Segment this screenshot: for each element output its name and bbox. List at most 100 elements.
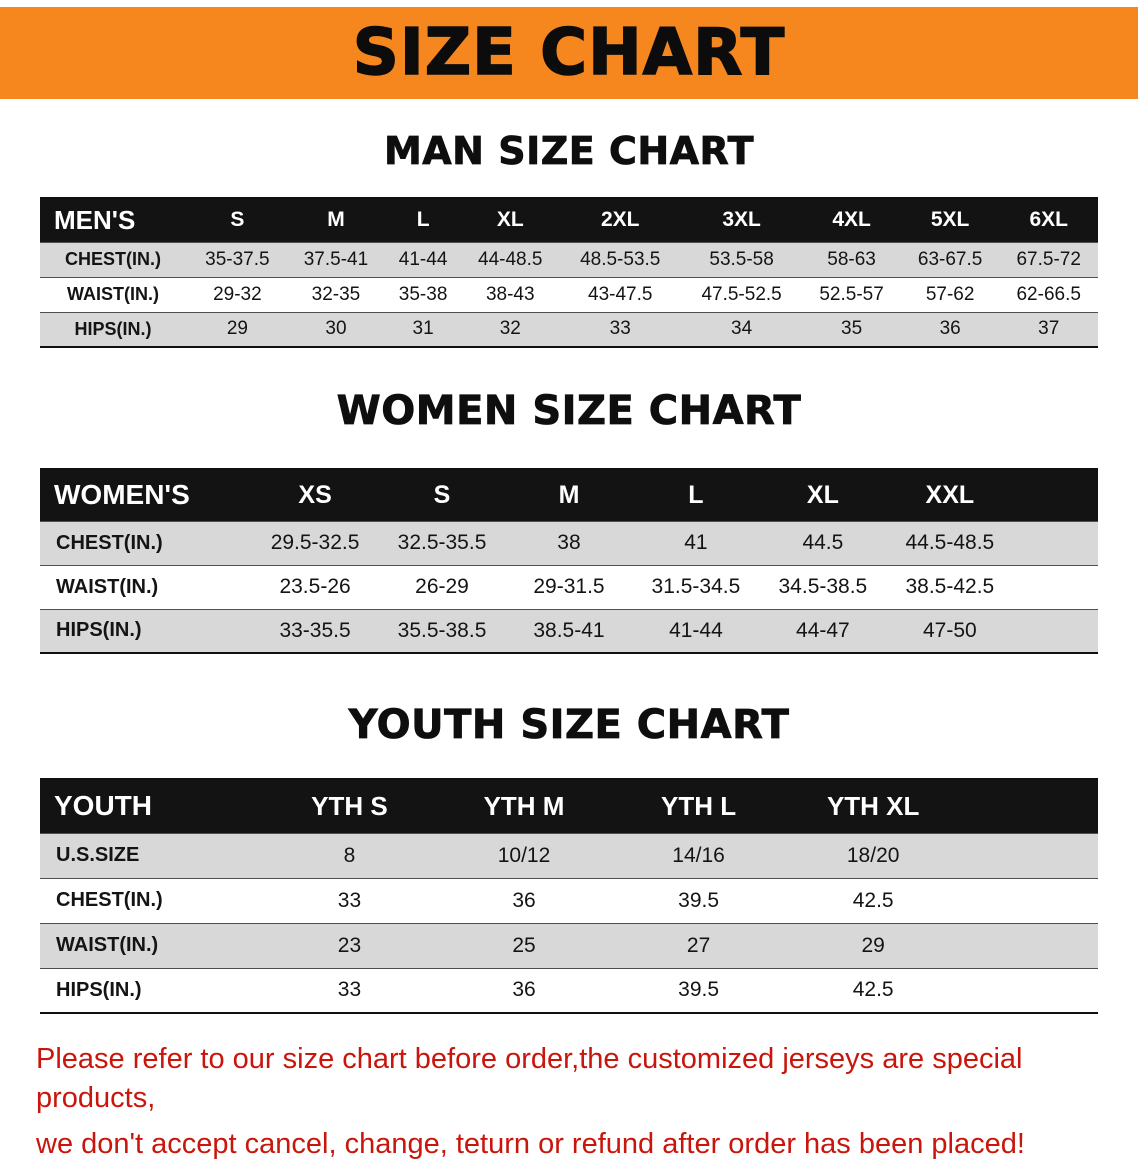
men-section: MAN SIZE CHART MEN'S S M L XL 2XL 3XL 4XL 5XL 6XL…: [0, 129, 1138, 348]
value-cell: 38: [557, 531, 581, 554]
disclaimer-line-1: Please refer to our size chart before or…: [36, 1043, 1023, 1115]
size-header-cell: YTH M: [436, 779, 612, 833]
value-cell: 38-43: [485, 283, 535, 305]
disclaimer-note: Please refer to our size chart before or…: [36, 1040, 1118, 1164]
size-header-cell: XXL: [886, 469, 1014, 521]
value-cell: 25: [512, 933, 536, 957]
value-cell: 18/20: [846, 843, 900, 867]
value-cell: 27: [686, 933, 711, 957]
row-label: CHEST(IN.): [65, 249, 162, 269]
size-header-cell: YTH XL: [785, 779, 961, 833]
filler-cell: [1013, 521, 1098, 565]
value-cell: 44.5-48.5: [905, 531, 995, 554]
value-cell: 23.5-26: [279, 575, 351, 598]
table-header-row: MEN'S S M L XL 2XL 3XL 4XL 5XL 6XL: [40, 198, 1098, 242]
value-cell: 33: [337, 888, 362, 912]
value-cell: 44-48.5: [478, 248, 543, 270]
youth-section: YOUTH SIZE CHART YOUTH YTH S YTH M YTH L YTH…: [0, 702, 1138, 1014]
value-cell: 47-50: [923, 618, 977, 642]
measurement-row: WAIST(IN.) 23.5-26 26-29 29-31.5 31.5-34.5 34…: [40, 565, 1098, 609]
value-cell: 35.5-38.5: [397, 618, 487, 642]
youth-size-chart-heading: YOUTH SIZE CHART: [348, 702, 790, 749]
value-cell: 33: [337, 978, 362, 1002]
size-header-cell: 3XL: [680, 198, 803, 242]
value-cell: 43-47.5: [588, 283, 653, 305]
value-cell: 41: [684, 531, 708, 554]
row-label: WAIST(IN.): [56, 934, 159, 956]
value-cell: 34.5-38.5: [778, 575, 868, 598]
size-header-cell: 2XL: [559, 198, 681, 242]
measurement-row: HIPS(IN.) 33-35.5 35.5-38.5 38.5-41 41-44 44-…: [40, 609, 1098, 653]
measurement-row: WAIST(IN.) 23 25 27 29: [40, 923, 1098, 968]
measurement-row: HIPS(IN.) 29 30 31 32 33 34 35 36 37: [40, 312, 1098, 347]
filler-cell: [960, 833, 1098, 878]
row-label: HIPS(IN.): [56, 978, 142, 1001]
measurement-row: CHEST(IN.) 29.5-32.5 32.5-35.5 38 41 44.5 44.5…: [40, 521, 1098, 565]
filler-cell: [960, 779, 1098, 833]
value-cell: 39.5: [678, 978, 720, 1002]
row-label: HIPS(IN.): [56, 619, 142, 642]
row-label: U.S.SIZE: [56, 844, 140, 866]
value-cell: 10/12: [497, 843, 551, 867]
value-cell: 31: [412, 318, 434, 340]
value-cell: 62-66.5: [1016, 283, 1081, 305]
size-header-cell: M: [505, 469, 633, 521]
size-header-cell: L: [632, 469, 760, 521]
value-cell: 36: [939, 318, 961, 340]
value-cell: 58-63: [827, 248, 876, 270]
disclaimer-line-2: we don't accept cancel, change, teturn o…: [36, 1128, 1025, 1161]
value-cell: 29.5-32.5: [270, 531, 360, 554]
value-cell: 48.5-53.5: [580, 248, 661, 270]
size-header-cell: S: [378, 469, 506, 521]
men-size-chart-heading: MAN SIZE CHART: [383, 129, 755, 174]
table-header-row: WOMEN'S XS S M L XL XXL: [40, 469, 1098, 521]
size-header-cell: L: [385, 198, 461, 242]
size-header-cell: XL: [460, 198, 560, 242]
value-cell: 38.5-41: [533, 618, 605, 642]
value-cell: 14/16: [672, 843, 725, 867]
value-cell: 34: [731, 318, 753, 340]
value-cell: 38.5-42.5: [905, 575, 995, 598]
row-label: CHEST(IN.): [56, 889, 163, 911]
filler-cell: [960, 923, 1098, 968]
size-chart-title: SIZE CHART: [352, 16, 786, 90]
size-header-cell: XL: [759, 469, 887, 521]
size-header-cell: S: [188, 198, 287, 242]
value-cell: 37.5-41: [303, 248, 369, 270]
row-label: WAIST(IN.): [56, 575, 159, 598]
value-cell: 35-38: [398, 283, 448, 305]
row-label: CHEST(IN.): [56, 531, 163, 554]
value-cell: 29-31.5: [533, 575, 605, 598]
value-cell: 52.5-57: [819, 283, 884, 305]
size-header-cell: 4XL: [802, 198, 901, 242]
size-chart-banner: SIZE CHART: [0, 7, 1138, 99]
size-header-cell: YTH L: [611, 779, 786, 833]
table-header-row: YOUTH YTH S YTH M YTH L YTH XL: [40, 779, 1098, 833]
value-cell: 29: [226, 318, 248, 340]
value-cell: 42.5: [852, 978, 894, 1002]
filler-cell: [960, 968, 1098, 1013]
value-cell: 53.5-58: [709, 248, 774, 270]
value-cell: 29-32: [213, 283, 262, 305]
size-header-cell: 6XL: [999, 198, 1098, 242]
value-cell: 32.5-35.5: [397, 531, 487, 554]
value-cell: 44-47: [796, 618, 850, 642]
value-cell: 37: [1038, 318, 1060, 340]
value-cell: 41-44: [669, 618, 723, 642]
filler-cell: [1013, 565, 1098, 609]
women-size-table: WOMEN'S XS S M L XL XXL CHEST(IN.) 29.5-32.5 32.5…: [40, 468, 1098, 654]
value-cell: 30: [325, 318, 347, 340]
size-header-cell: YTH S: [262, 779, 437, 833]
measurement-row: HIPS(IN.) 33 36 39.5 42.5: [40, 968, 1098, 1013]
size-header-cell: 5XL: [900, 198, 1000, 242]
value-cell: 23: [337, 933, 362, 957]
row-label: WAIST(IN.): [67, 284, 160, 304]
measurement-row: U.S.SIZE 8 10/12 14/16 18/20: [40, 833, 1098, 878]
value-cell: 36: [512, 888, 536, 912]
value-cell: 26-29: [415, 575, 469, 598]
value-cell: 57-62: [925, 283, 975, 305]
value-cell: 63-67.5: [917, 248, 983, 270]
table-title-cell: MEN'S: [40, 198, 189, 242]
value-cell: 41-44: [398, 248, 448, 270]
value-cell: 31.5-34.5: [651, 575, 741, 598]
